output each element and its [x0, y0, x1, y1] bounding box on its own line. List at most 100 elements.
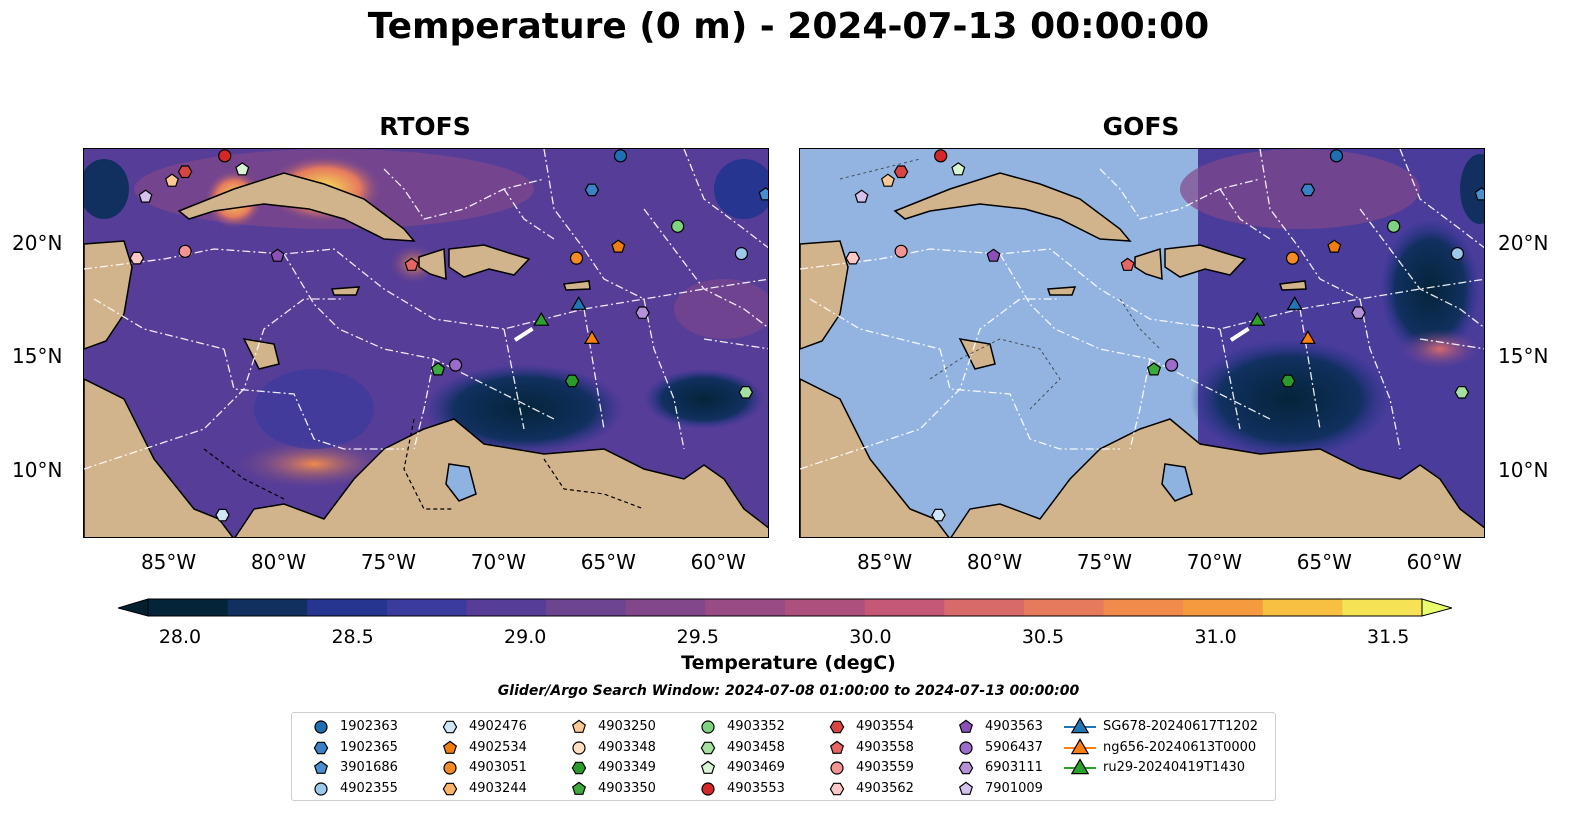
legend-marker: [701, 720, 715, 734]
colorbar-under-extend: [118, 598, 149, 617]
x-tick-label: 85°W: [140, 550, 197, 574]
legend-marker: [1070, 717, 1090, 734]
float-marker: [931, 508, 946, 522]
legend-label: 6903111: [985, 760, 1043, 775]
legend-marker: [572, 740, 586, 755]
legend-marker: [701, 781, 715, 796]
legend-marker-icon: [1064, 737, 1096, 754]
legend-label: 4903458: [727, 739, 785, 755]
legend-marker: [830, 761, 844, 775]
legend-marker: [700, 741, 716, 754]
legend-marker-icon: [958, 781, 974, 795]
float-marker: [215, 508, 230, 522]
float-marker: [880, 173, 895, 187]
float-marker: [164, 173, 179, 187]
legend-marker-icon: [442, 782, 458, 795]
colorbar-tick-label: 28.0: [158, 626, 202, 648]
colorbar-segment: [1342, 599, 1423, 616]
glider-track: [1229, 326, 1250, 342]
colorbar-segment: [466, 599, 547, 616]
legend-marker: [829, 720, 845, 734]
colorbar-segment: [1183, 599, 1264, 616]
x-tick-label: 70°W: [470, 550, 526, 574]
legend-label: 4903563: [985, 719, 1043, 734]
float-marker: [1454, 386, 1470, 399]
rtofs-markers: [129, 149, 768, 522]
legend-marker: [829, 782, 845, 795]
legend-label: 4903352: [727, 719, 785, 734]
legend-label: 4903559: [856, 760, 914, 775]
float-marker: [178, 244, 192, 258]
float-marker: [430, 362, 446, 376]
colorbar-segment: [944, 599, 1025, 616]
colorbar: [118, 598, 1452, 617]
float-marker: [218, 149, 232, 163]
float-marker: [1249, 311, 1266, 326]
x-tick-label: 75°W: [1076, 550, 1133, 574]
x-tick-label: 65°W: [580, 550, 636, 574]
y-tick-label-left: 20°N: [12, 230, 63, 255]
legend-marker-icon: [571, 781, 587, 795]
legend-marker-icon: [572, 740, 586, 755]
float-marker: [129, 251, 145, 265]
legend-label: 4903348: [598, 739, 656, 755]
legend-label: 5906437: [985, 739, 1043, 755]
colorbar-segment: [148, 599, 229, 616]
legend-marker-icon: [829, 720, 845, 734]
legend-marker-icon: [1064, 717, 1096, 734]
legend-label: 4902534: [469, 739, 527, 755]
float-marker: [1286, 296, 1303, 310]
x-tick-label: 85°W: [856, 550, 913, 574]
legend-marker: [700, 760, 716, 774]
colorbar-over-extend: [1421, 598, 1452, 617]
colorbar-segment: [386, 599, 467, 616]
legend-label: 4903553: [727, 780, 785, 796]
colorbar-segment: [307, 599, 388, 616]
colorbar-segment: [864, 599, 945, 616]
float-marker: [611, 239, 626, 253]
float-marker: [404, 257, 419, 271]
legend-marker: [829, 740, 845, 754]
search-window-subtitle: Glider/Argo Search Window: 2024-07-08 01…: [497, 683, 1080, 699]
float-marker: [533, 311, 550, 326]
gofs-markers: [845, 149, 1484, 522]
legend-marker: [958, 761, 974, 775]
legend-marker: [1070, 737, 1090, 754]
legend-marker: [314, 781, 328, 796]
float-marker: [235, 162, 250, 176]
legend-marker-icon: [571, 719, 587, 733]
legend-label: 4902476: [469, 719, 527, 734]
colorbar-tick-label: 29.5: [676, 626, 719, 648]
legend-marker: [442, 782, 458, 795]
float-marker: [845, 251, 861, 265]
legend-marker-icon: [571, 761, 587, 775]
legend-label: 4903469: [727, 760, 785, 775]
legend-marker: [571, 761, 587, 775]
legend-marker-icon: [701, 781, 715, 796]
legend-marker-icon: [958, 719, 974, 733]
float-marker: [671, 219, 685, 233]
float-marker: [1300, 183, 1316, 197]
float-marker: [177, 165, 193, 179]
colorbar-tick-label: 30.0: [849, 626, 892, 648]
panel-title-gofs: GOFS: [1102, 112, 1180, 141]
x-tick-label: 80°W: [250, 550, 307, 574]
legend-label: 4902355: [340, 780, 398, 796]
legend-marker-icon: [700, 741, 716, 754]
legend-label: 1902365: [340, 739, 398, 755]
legend-marker: [313, 741, 329, 754]
colorbar-tick-label: 30.5: [1021, 626, 1065, 648]
y-tick-label-right: 20°N: [1498, 230, 1549, 255]
legend-marker-icon: [443, 761, 457, 775]
legend-marker: [571, 781, 587, 795]
float-marker: [1280, 374, 1296, 388]
legend-marker: [958, 719, 974, 733]
float-marker: [1146, 362, 1162, 376]
legend-label: 4903349: [598, 760, 656, 775]
float-marker: [951, 162, 966, 176]
colorbar-segment: [227, 599, 308, 616]
gofs-field: [800, 149, 1484, 537]
legend-label: ng656-20240613T0000: [1103, 739, 1257, 755]
legend-marker: [314, 720, 328, 734]
legend: 1902363 1902365 3901686 4902355 4902476 49025…: [291, 712, 1276, 801]
